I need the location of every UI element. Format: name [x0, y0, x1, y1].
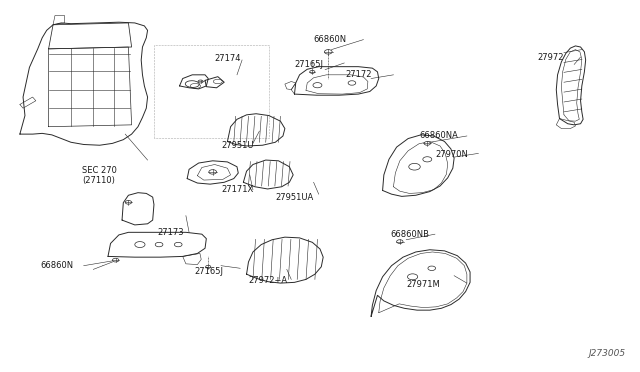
Text: 27972: 27972 — [537, 52, 564, 61]
Text: 27165J: 27165J — [294, 60, 323, 69]
Circle shape — [408, 274, 418, 280]
Circle shape — [424, 141, 431, 145]
Text: 66860NB: 66860NB — [390, 230, 429, 239]
Circle shape — [198, 80, 203, 83]
Circle shape — [428, 266, 436, 270]
Circle shape — [409, 163, 420, 170]
Text: 27173: 27173 — [157, 228, 184, 237]
Circle shape — [156, 242, 163, 247]
Text: 27970N: 27970N — [435, 150, 468, 159]
Text: 27971M: 27971M — [406, 280, 440, 289]
Text: 66860N: 66860N — [40, 261, 74, 270]
Text: 66860N: 66860N — [314, 35, 347, 44]
Text: 27972+A: 27972+A — [248, 276, 287, 285]
Circle shape — [397, 240, 403, 243]
Text: 27171X: 27171X — [221, 185, 253, 194]
Circle shape — [324, 49, 332, 54]
Circle shape — [209, 170, 216, 174]
Circle shape — [310, 70, 315, 73]
Text: J273005: J273005 — [588, 349, 625, 358]
Circle shape — [423, 157, 432, 162]
Circle shape — [125, 201, 132, 204]
Text: 27172: 27172 — [346, 70, 372, 79]
Circle shape — [174, 242, 182, 247]
Text: 27165J: 27165J — [194, 267, 223, 276]
Circle shape — [313, 83, 322, 88]
Circle shape — [135, 241, 145, 247]
Text: 27951U: 27951U — [221, 141, 253, 150]
Circle shape — [205, 265, 211, 268]
Text: 27174: 27174 — [214, 54, 241, 62]
Circle shape — [113, 258, 119, 262]
Circle shape — [348, 81, 356, 85]
Text: 66860NA: 66860NA — [420, 131, 458, 141]
Text: 27951UA: 27951UA — [275, 193, 314, 202]
Text: SEC 270
(27110): SEC 270 (27110) — [83, 166, 117, 185]
